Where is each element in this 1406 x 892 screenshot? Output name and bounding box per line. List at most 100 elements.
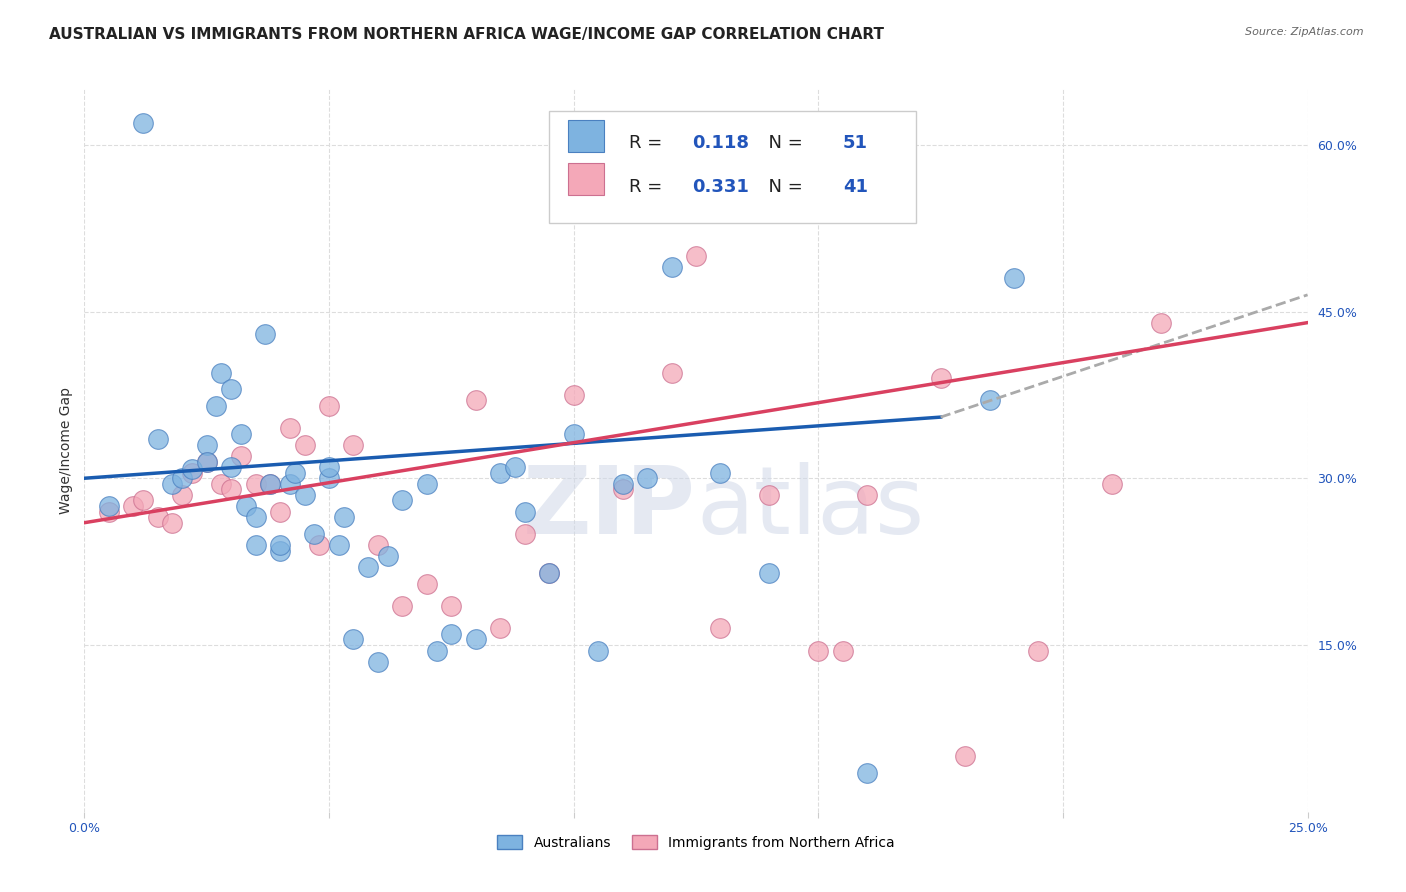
Point (1150, 316, 1173, 330)
Point (1002, 271, 1025, 285)
Point (503, 460, 526, 475)
Point (245, 510, 267, 524)
Point (426, 643, 449, 657)
Point (181, 466, 204, 480)
Point (758, 488, 780, 502)
Point (758, 566, 780, 580)
Point (357, 560, 380, 574)
Point (661, 260, 683, 274)
Text: 0.331: 0.331 (692, 178, 749, 195)
Point (245, 538, 267, 552)
Point (308, 538, 330, 552)
Point (929, 371, 952, 385)
Point (1028, 643, 1050, 657)
Point (162, 476, 184, 491)
Point (538, 566, 561, 580)
Point (562, 388, 585, 402)
Point (278, 421, 301, 435)
Point (195, 454, 218, 468)
Point (856, 488, 879, 502)
Point (146, 510, 169, 524)
Text: atlas: atlas (696, 462, 924, 554)
Point (195, 454, 218, 468)
Text: 0.118: 0.118 (692, 135, 749, 153)
Point (229, 449, 252, 463)
Point (979, 393, 1001, 408)
Point (489, 621, 512, 635)
Point (562, 426, 585, 441)
Point (342, 632, 364, 647)
FancyBboxPatch shape (550, 111, 917, 223)
Text: R =: R = (628, 135, 668, 153)
Point (586, 643, 609, 657)
Y-axis label: Wage/Income Gap: Wage/Income Gap (59, 387, 73, 514)
Point (367, 538, 389, 552)
Point (328, 538, 350, 552)
Point (391, 493, 413, 508)
Point (612, 483, 634, 497)
Point (259, 476, 281, 491)
Point (318, 471, 340, 485)
Point (831, 643, 853, 657)
Point (269, 543, 291, 558)
Point (709, 466, 731, 480)
Point (219, 460, 242, 475)
Point (367, 655, 389, 669)
Point (538, 566, 561, 580)
Point (245, 476, 267, 491)
Point (284, 466, 307, 480)
Point (856, 765, 879, 780)
Point (259, 476, 281, 491)
Point (269, 538, 291, 552)
Point (132, 493, 155, 508)
Point (172, 488, 194, 502)
Point (464, 632, 486, 647)
Point (146, 433, 169, 447)
Point (195, 438, 218, 452)
Point (612, 476, 634, 491)
Point (416, 577, 439, 591)
Point (953, 749, 976, 764)
Point (132, 115, 155, 129)
Text: 51: 51 (842, 135, 868, 153)
Point (304, 526, 326, 541)
Text: 41: 41 (842, 178, 868, 195)
Point (1101, 476, 1123, 491)
Point (807, 643, 830, 657)
Point (278, 476, 301, 491)
Text: ZIP: ZIP (523, 462, 696, 554)
FancyBboxPatch shape (568, 163, 605, 195)
Point (489, 466, 512, 480)
Point (97, 499, 120, 513)
Point (440, 627, 463, 641)
Point (513, 505, 536, 519)
FancyBboxPatch shape (568, 120, 605, 152)
Text: N =: N = (758, 178, 808, 195)
Point (636, 471, 658, 485)
Point (209, 476, 232, 491)
Text: R =: R = (628, 178, 668, 195)
Point (162, 516, 184, 530)
Point (464, 393, 486, 408)
Point (97, 505, 120, 519)
Point (318, 460, 340, 475)
Point (181, 462, 204, 476)
Point (294, 438, 316, 452)
Point (513, 526, 536, 541)
Text: Source: ZipAtlas.com: Source: ZipAtlas.com (1246, 27, 1364, 37)
Point (661, 366, 683, 380)
Point (269, 505, 291, 519)
Point (416, 476, 439, 491)
Point (391, 599, 413, 613)
Point (229, 426, 252, 441)
Point (209, 366, 232, 380)
Point (219, 483, 242, 497)
Point (332, 510, 354, 524)
Point (235, 499, 257, 513)
Point (685, 249, 707, 263)
Point (709, 621, 731, 635)
Text: N =: N = (758, 135, 808, 153)
Text: AUSTRALIAN VS IMMIGRANTS FROM NORTHERN AFRICA WAGE/INCOME GAP CORRELATION CHART: AUSTRALIAN VS IMMIGRANTS FROM NORTHERN A… (49, 27, 884, 42)
Point (205, 399, 228, 413)
Legend: Australians, Immigrants from Northern Africa: Australians, Immigrants from Northern Af… (492, 830, 900, 855)
